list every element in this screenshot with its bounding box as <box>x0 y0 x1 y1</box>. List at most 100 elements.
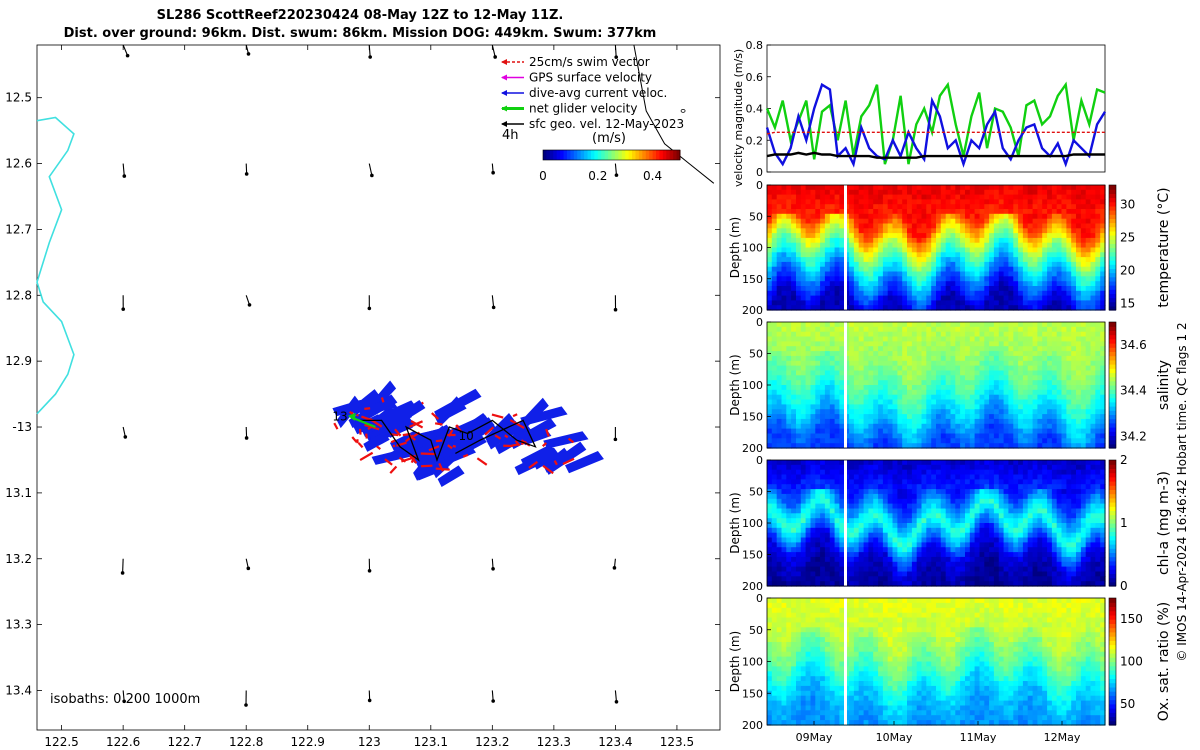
heatmap-cell <box>1076 370 1082 376</box>
heatmap-cell <box>1013 418 1019 425</box>
heatmap-cell <box>858 460 865 466</box>
heatmap-cell <box>791 542 797 548</box>
heatmap-cell <box>902 418 908 425</box>
heatmap-cell <box>998 418 1005 425</box>
heatmap-cell <box>834 414 840 420</box>
heatmap-cell <box>800 290 807 297</box>
heatmap-cell <box>998 295 1005 301</box>
swim-vector <box>394 428 402 437</box>
heatmap-cell <box>791 489 797 495</box>
heatmap-cell <box>767 204 773 210</box>
heatmap-cell <box>815 286 821 292</box>
heatmap-cell <box>965 404 971 410</box>
heatmap-cell <box>926 438 932 444</box>
heatmap-cell <box>767 394 773 401</box>
heatmap-cell <box>815 532 821 539</box>
heatmap-cell <box>805 484 811 490</box>
heatmap-cell <box>863 474 869 480</box>
swim-vector <box>438 462 444 472</box>
heatmap-cell <box>868 247 874 253</box>
heatmap-cell <box>771 409 778 415</box>
heatmap-cell <box>979 399 985 405</box>
heatmap-cell <box>974 286 980 292</box>
heatmap-cell <box>791 385 797 391</box>
heatmap-cell <box>834 336 840 342</box>
heatmap-cell <box>1090 428 1096 434</box>
heatmap-cell <box>781 346 787 352</box>
map-colorbar-cell <box>632 150 636 160</box>
heatmap-cell <box>805 237 811 244</box>
heatmap-cell <box>820 571 826 577</box>
heatmap-cell <box>805 394 811 401</box>
heatmap-cell <box>810 194 816 200</box>
heatmap-cell <box>1080 433 1087 439</box>
heatmap-cell <box>776 428 783 434</box>
heatmap-cell <box>868 542 874 548</box>
heatmap-cell <box>945 443 952 449</box>
heatmap-cell <box>921 290 927 297</box>
heatmap-cell <box>887 389 894 396</box>
heatmap-cell <box>984 257 990 263</box>
heatmap-cell <box>887 185 894 191</box>
heatmap-cell <box>979 404 985 410</box>
heatmap-cell <box>839 523 845 529</box>
heatmap-cell <box>771 523 778 529</box>
heatmap-cell <box>786 266 792 273</box>
heatmap-cell <box>1022 443 1029 449</box>
heatmap-cell <box>858 185 865 191</box>
heatmap-cell <box>1018 389 1024 396</box>
heatmap-cell <box>1051 185 1058 191</box>
heatmap-cell <box>993 428 1000 434</box>
heatmap-cell <box>1051 237 1058 244</box>
heatmap-cell <box>834 561 840 568</box>
heatmap-cell <box>800 418 807 425</box>
heatmap-cell <box>800 508 807 514</box>
heatmap-cell <box>902 185 908 191</box>
heatmap-cell <box>969 305 976 311</box>
heatmap-cell <box>868 394 874 401</box>
heatmap-cell <box>1018 428 1024 434</box>
heatmap-cell <box>868 503 874 509</box>
heatmap-cell <box>868 213 874 220</box>
heatmap-cell <box>1100 305 1106 311</box>
heatmap-cell <box>878 389 884 396</box>
heatmap-cell <box>950 389 956 396</box>
heatmap-cell <box>878 300 884 306</box>
heatmap-cell <box>834 261 840 268</box>
heatmap-cell <box>849 518 855 524</box>
heatmap-cell <box>1056 433 1063 439</box>
heatmap-cell <box>993 204 1000 210</box>
heatmap-cell <box>786 552 792 558</box>
heatmap-cell <box>940 414 947 420</box>
heatmap-cell <box>902 209 908 215</box>
heatmap-cell <box>1090 404 1096 410</box>
heatmap-cell <box>1047 360 1053 367</box>
heatmap-cell <box>776 375 783 381</box>
heatmap-cell <box>767 469 773 476</box>
heatmap-cell <box>1090 199 1096 205</box>
heatmap-cell <box>902 286 908 292</box>
heatmap-cell <box>911 385 918 391</box>
heatmap-cell <box>1071 326 1077 333</box>
heatmap-cell <box>993 423 1000 430</box>
heatmap-cell <box>969 375 976 381</box>
heatmap-cell <box>834 503 840 509</box>
heatmap-cell <box>858 276 865 282</box>
heatmap-cell <box>834 513 840 519</box>
heatmap-cell <box>800 523 807 529</box>
heatmap-cell <box>834 556 840 563</box>
heatmap-cell <box>786 204 792 210</box>
heatmap-cell <box>1056 300 1063 306</box>
heatmap-cell <box>800 532 807 539</box>
heatmap-cell <box>873 389 879 396</box>
heatmap-cell <box>863 257 869 263</box>
heatmap-cell <box>815 385 821 391</box>
heatmap-cell <box>771 261 778 268</box>
heatmap-cell <box>820 305 826 311</box>
heatmap-cell <box>1022 418 1029 425</box>
heatmap-cell <box>1051 438 1058 444</box>
heatmap-cell <box>834 242 840 249</box>
heatmap-cell <box>771 489 778 495</box>
heatmap-cell <box>771 513 778 519</box>
heatmap-cell <box>1003 365 1009 371</box>
